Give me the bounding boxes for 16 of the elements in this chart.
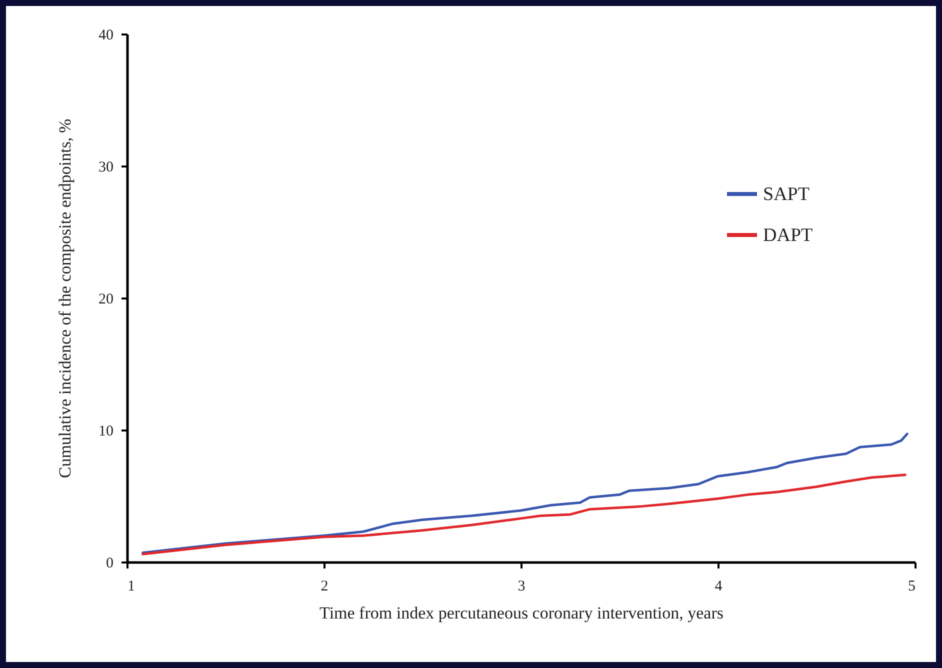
y-tick-label: 40 xyxy=(98,28,114,44)
legend-label: DAPT xyxy=(763,225,814,246)
line-series xyxy=(142,432,908,554)
y-tick-label: 10 xyxy=(98,424,114,440)
y-tick-label: 0 xyxy=(106,556,114,572)
x-tick-label: 5 xyxy=(908,578,916,594)
y-tick-label: 30 xyxy=(98,160,114,176)
y-axis-title: Cumulative incidence of the composite endpoints, % xyxy=(56,118,74,478)
x-tick-label: 3 xyxy=(518,578,526,594)
x-tick-label: 4 xyxy=(714,578,723,594)
x-tick-label: 2 xyxy=(320,578,328,594)
line-series xyxy=(142,474,906,556)
x-tick-label: 1 xyxy=(128,578,135,594)
legend-label: SAPT xyxy=(763,184,810,205)
x-axis-title: Time from index percutaneous coronary intervention, years xyxy=(320,604,724,622)
y-tick-label: 20 xyxy=(98,292,114,308)
